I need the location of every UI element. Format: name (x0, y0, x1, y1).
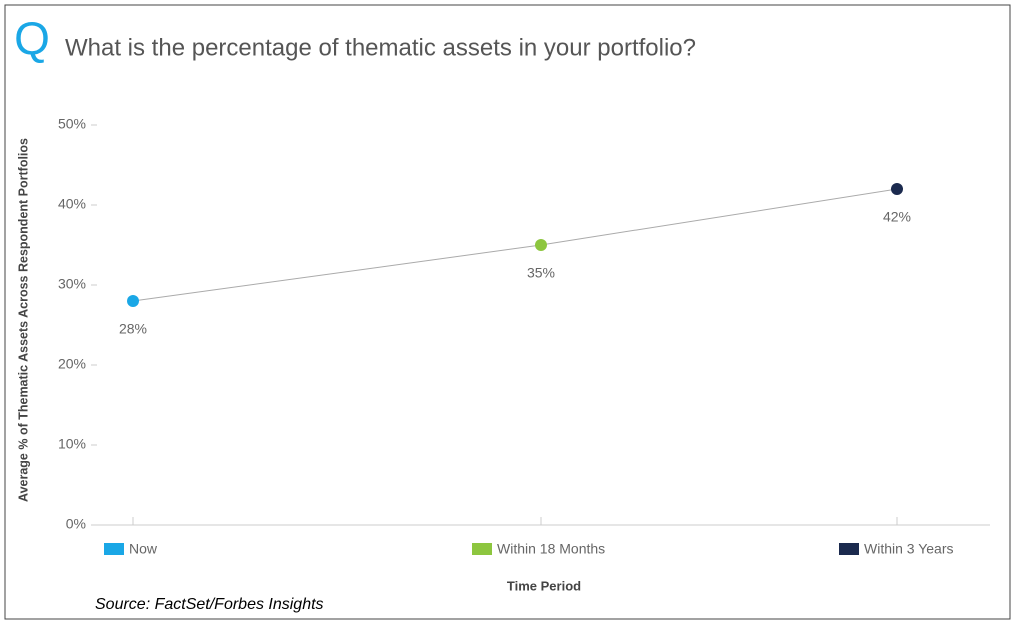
legend-swatch (472, 543, 492, 555)
point (535, 239, 547, 251)
legend-label: Within 3 Years (864, 541, 954, 557)
q-icon: Q (14, 12, 50, 64)
data-label: 42% (883, 209, 911, 225)
point (891, 183, 903, 195)
y-tick-label: 50% (58, 116, 86, 132)
frame (4, 4, 1011, 620)
legend-label: Within 18 Months (497, 541, 605, 557)
legend-swatch (104, 543, 124, 555)
y-tick-label: 10% (58, 436, 86, 452)
legend-label: Now (129, 541, 158, 557)
legend-swatch (839, 543, 859, 555)
source: Source: FactSet/Forbes Insights (95, 596, 324, 613)
chart-title: What is the percentage of thematic asset… (65, 34, 696, 61)
data-label: 35% (527, 265, 555, 281)
y-tick-label: 40% (58, 196, 86, 212)
x-axis-title: Time Period (507, 578, 581, 593)
y-tick-label: 30% (58, 276, 86, 292)
y-tick-label: 20% (58, 356, 86, 372)
y-axis-title: Average % of Thematic Assets Across Resp… (16, 138, 30, 502)
y-tick-label: 0% (66, 516, 86, 532)
data-label: 28% (119, 321, 147, 337)
point (127, 295, 139, 307)
